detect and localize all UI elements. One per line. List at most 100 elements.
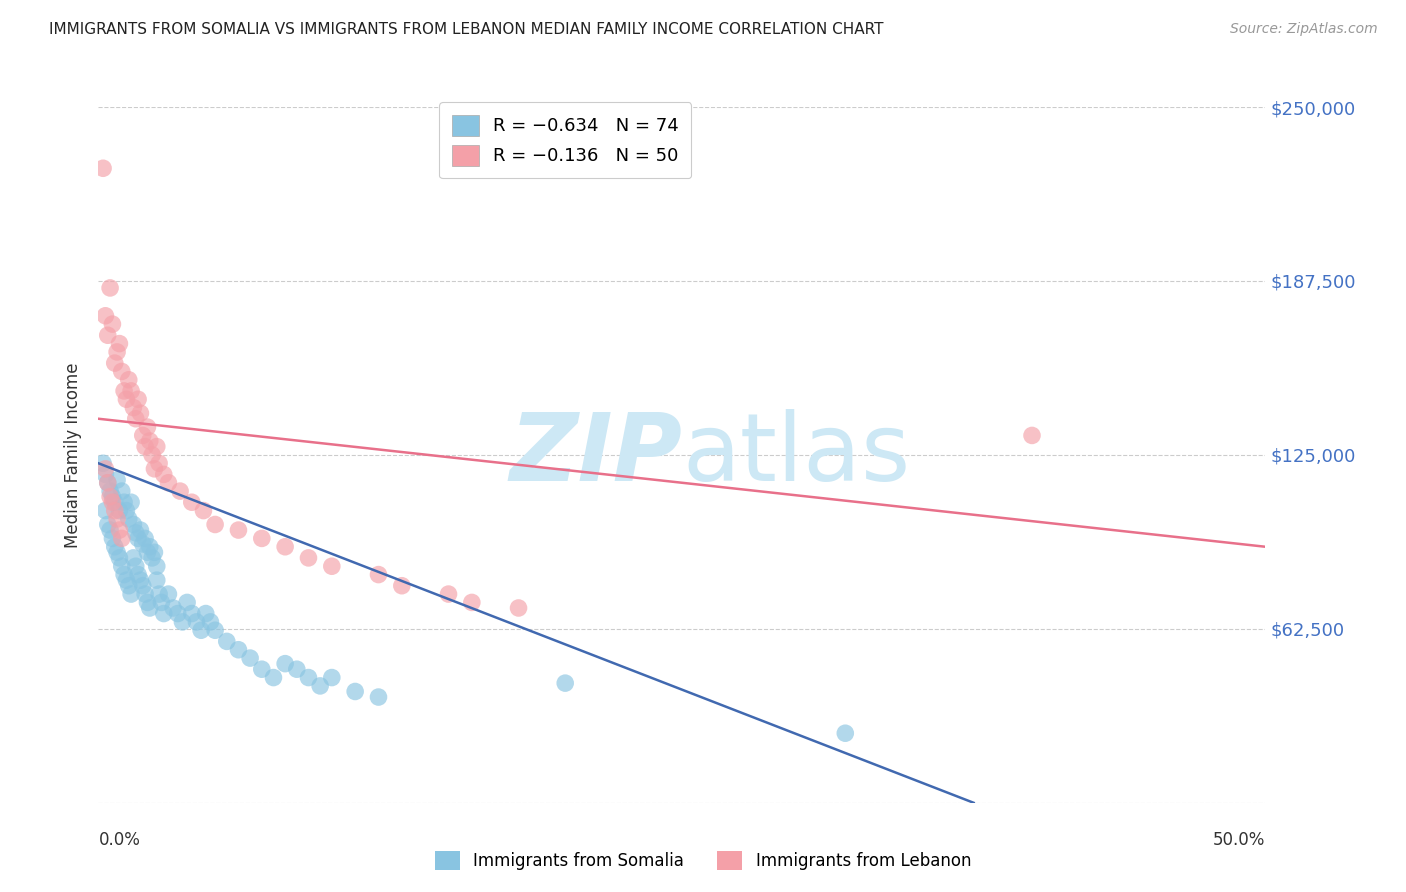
Point [239, 651, 262, 665]
Legend: R = −0.634   N = 74, R = −0.136   N = 50: R = −0.634 N = 74, R = −0.136 N = 50 [439, 103, 692, 178]
Point [200, 615, 222, 629]
Point [309, 679, 332, 693]
Point [108, 503, 131, 517]
Point [1021, 428, 1043, 442]
Point [834, 726, 856, 740]
Point [437, 587, 460, 601]
Point [190, 624, 212, 638]
Point [118, 512, 141, 526]
Text: 0.0%: 0.0% [98, 830, 141, 848]
Point [118, 373, 141, 387]
Point [132, 537, 155, 551]
Point [127, 392, 149, 407]
Point [94, 503, 117, 517]
Text: 50.0%: 50.0% [1213, 830, 1265, 848]
Point [105, 473, 128, 487]
Point [139, 540, 162, 554]
Point [391, 579, 413, 593]
Point [120, 495, 142, 509]
Point [297, 550, 319, 565]
Point [98, 490, 121, 504]
Point [134, 587, 156, 601]
Point [132, 579, 155, 593]
Point [367, 567, 389, 582]
Point [152, 467, 174, 482]
Point [115, 392, 138, 407]
Point [98, 484, 121, 499]
Point [125, 525, 148, 540]
Point [554, 676, 576, 690]
Point [321, 559, 343, 574]
Point [180, 607, 202, 621]
Point [122, 401, 145, 415]
Point [344, 684, 367, 698]
Point [157, 475, 180, 490]
Point [94, 309, 117, 323]
Point [136, 545, 159, 559]
Point [101, 532, 124, 546]
Point [139, 434, 162, 448]
Point [108, 336, 131, 351]
Point [112, 495, 135, 509]
Point [101, 490, 124, 504]
Point [104, 503, 127, 517]
Point [193, 503, 215, 517]
Point [139, 601, 162, 615]
Point [172, 615, 194, 629]
Point [146, 559, 169, 574]
Point [125, 411, 148, 425]
Point [98, 281, 121, 295]
Point [94, 467, 117, 482]
Text: Source: ZipAtlas.com: Source: ZipAtlas.com [1230, 22, 1378, 37]
Point [508, 601, 530, 615]
Point [101, 495, 124, 509]
Point [111, 364, 134, 378]
Text: ZIP: ZIP [509, 409, 682, 501]
Point [134, 532, 156, 546]
Point [157, 587, 180, 601]
Point [150, 595, 173, 609]
Point [104, 540, 127, 554]
Point [111, 484, 134, 499]
Point [176, 595, 198, 609]
Point [146, 440, 169, 454]
Point [321, 671, 343, 685]
Point [112, 567, 135, 582]
Point [148, 587, 170, 601]
Point [105, 545, 128, 559]
Point [297, 671, 319, 685]
Point [180, 495, 202, 509]
Point [108, 523, 131, 537]
Point [152, 607, 174, 621]
Point [97, 328, 120, 343]
Point [94, 462, 117, 476]
Point [120, 587, 142, 601]
Y-axis label: Median Family Income: Median Family Income [65, 362, 83, 548]
Point [132, 428, 155, 442]
Point [262, 671, 284, 685]
Point [228, 523, 250, 537]
Point [127, 567, 149, 582]
Point [122, 517, 145, 532]
Point [134, 440, 156, 454]
Point [129, 406, 152, 420]
Point [141, 448, 163, 462]
Point [105, 512, 128, 526]
Point [204, 624, 226, 638]
Point [118, 579, 141, 593]
Point [122, 550, 145, 565]
Point [228, 642, 250, 657]
Point [215, 634, 238, 648]
Point [115, 503, 138, 517]
Point [129, 573, 152, 587]
Point [143, 545, 166, 559]
Point [97, 517, 120, 532]
Point [141, 550, 163, 565]
Point [111, 532, 134, 546]
Point [367, 690, 389, 704]
Point [169, 484, 191, 499]
Point [461, 595, 484, 609]
Point [91, 456, 114, 470]
Point [101, 317, 124, 331]
Point [194, 607, 217, 621]
